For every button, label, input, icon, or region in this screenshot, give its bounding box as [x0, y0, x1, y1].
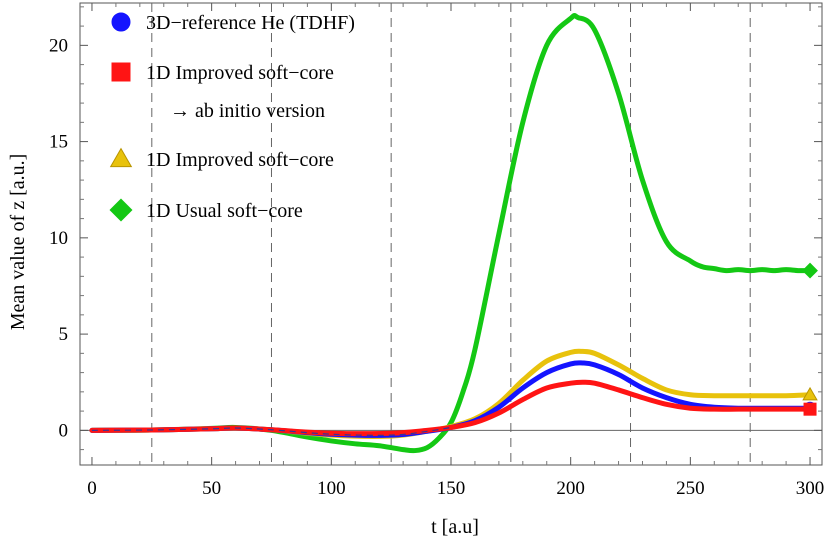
- y-tick-label: 20: [49, 35, 68, 56]
- series-end-marker-3: [802, 262, 818, 279]
- plot-area: 0 50 100 150 200 250 300 0 5 10 15 20: [49, 2, 825, 499]
- legend: 3D−reference He (TDHF) 1D Improved soft−c…: [109, 12, 355, 222]
- x-tick-label: 300: [796, 478, 825, 499]
- x-tick-label: 100: [317, 478, 346, 499]
- legend-label: → ab initio version: [170, 100, 325, 122]
- x-tick-label: 250: [676, 478, 705, 499]
- legend-marker-0: [111, 12, 131, 32]
- early-time-dashed-overlay: [91, 426, 452, 436]
- x-tick-label: 0: [87, 478, 97, 499]
- y-axis-label: Mean value of z [a.u.]: [7, 154, 29, 331]
- y-tick-label: 5: [59, 324, 69, 345]
- series-end-marker-2: [802, 386, 818, 401]
- legend-label: 3D−reference He (TDHF): [146, 12, 355, 34]
- legend-marker-2: [109, 147, 133, 168]
- x-tick-label: 50: [202, 478, 221, 499]
- x-axis-label: t [a.u]: [431, 516, 479, 538]
- legend-marker-3: [109, 198, 133, 222]
- series-line-1: [89, 379, 813, 437]
- x-tick-label: 150: [437, 478, 466, 499]
- y-tick-label: 0: [59, 420, 69, 441]
- y-tick-label: 10: [49, 228, 68, 249]
- series-end-marker-1: [803, 402, 817, 416]
- legend-label: 1D Improved soft−core: [146, 149, 334, 171]
- y-tick-label: 15: [49, 132, 68, 153]
- legend-label: 1D Improved soft−core: [146, 62, 334, 84]
- legend-label: 1D Usual soft−core: [146, 200, 303, 222]
- series-line-3: [89, 12, 813, 454]
- legend-marker-1: [111, 62, 131, 82]
- x-tick-label: 200: [556, 478, 585, 499]
